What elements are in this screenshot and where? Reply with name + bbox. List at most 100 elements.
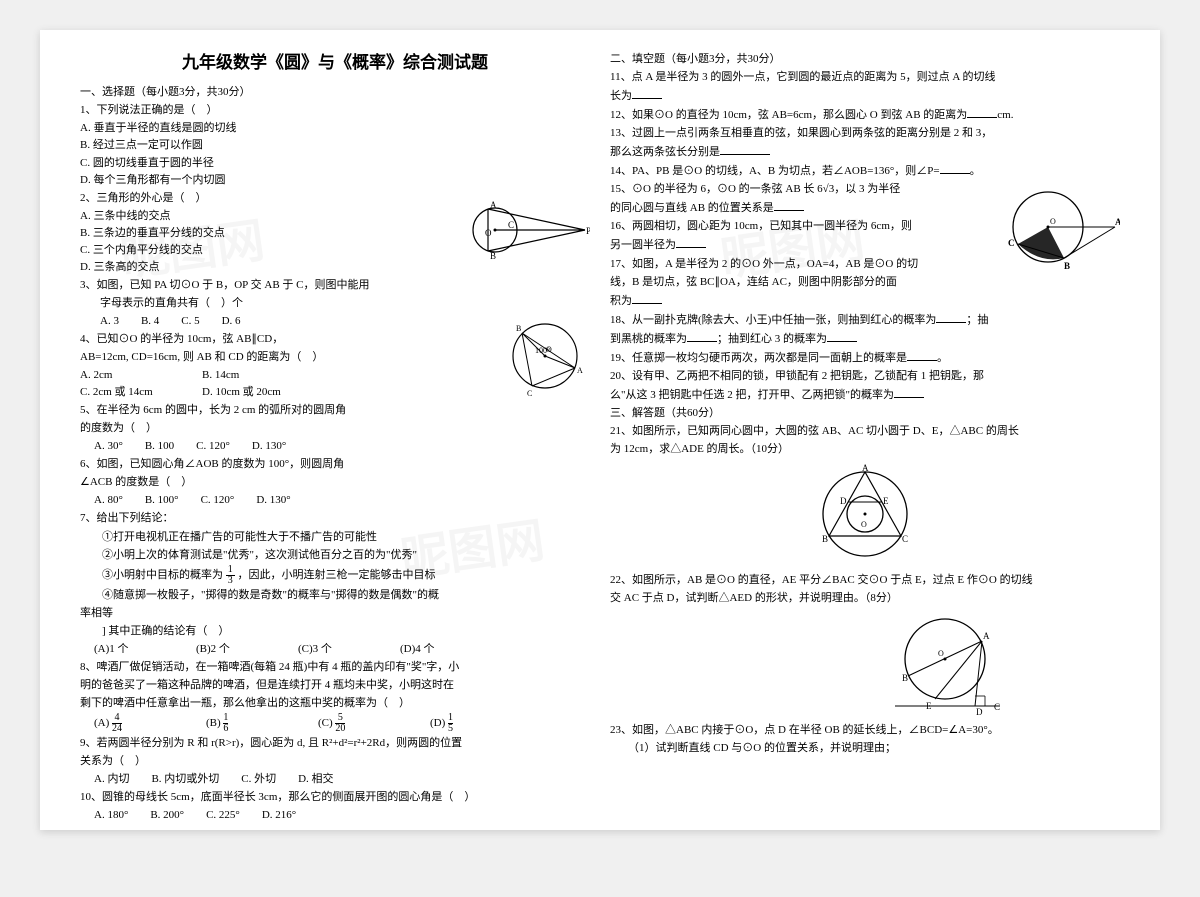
q1-opt-a: A. 垂直于半径的直线是圆的切线	[80, 120, 325, 137]
q7-2: ②小明上次的体育测试是"优秀"，这次测试他百分之百的为"优秀"	[80, 547, 590, 564]
svg-text:O: O	[546, 345, 552, 354]
q14: 14、PA、PB 是⊙O 的切线，A、B 为切点，若∠AOB=136°，则∠P=…	[610, 162, 1120, 180]
section-1-head: 一、选择题（每小题3分，共30分）	[80, 84, 590, 101]
q8-c: 剩下的啤酒中任意拿出一瓶，那么他拿出的这瓶中奖的概率为（ ）	[80, 695, 590, 712]
svg-text:B: B	[490, 251, 496, 260]
svg-text:D: D	[840, 496, 847, 506]
frac-13-num: 1	[226, 565, 235, 576]
svg-text:O: O	[938, 649, 944, 658]
q9-b: 关系为（ ）	[80, 753, 590, 770]
q23: 23、如图，△ABC 内接于⊙O，点 D 在半径 OB 的延长线上，∠BCD=∠…	[610, 722, 1120, 739]
q3: 3、如图，已知 PA 切⊙O 于 B，OP 交 AB 于 C，则图中能用	[80, 277, 590, 294]
q19-blank	[907, 349, 937, 361]
q3-diagram: A C O P B	[460, 200, 590, 260]
q17-blank	[632, 292, 662, 304]
q10: 10、圆锥的母线长 5cm，底面半径长 3cm，那么它的侧面展开图的圆心角是（ …	[80, 789, 590, 806]
q14-blank	[940, 162, 970, 174]
svg-text:O: O	[485, 228, 492, 238]
q7-opt-c: (C)3 个	[298, 641, 378, 658]
q8-opt-a: (A) 4 24	[94, 713, 184, 734]
q7-end: ] 其中正确的结论有（ ）	[80, 623, 590, 640]
svg-text:B: B	[516, 324, 521, 333]
q7: 7、给出下列结论：	[80, 510, 590, 527]
q7-3: ③小明射中目标的概率为 1 3 ，因此，小明连射三枪一定能够击中目标	[80, 565, 590, 586]
svg-text:C: C	[902, 534, 908, 544]
q7-4: ④随意掷一枚骰子，"掷得的数是奇数"的概率与"掷得的数是偶数"的概	[80, 587, 590, 604]
section-2-head: 二、填空题（每小题3分，共30分）	[610, 51, 1120, 68]
q18: 18、从一副扑克牌(除去大、小王)中任抽一张，则抽到红心的概率为；抽	[610, 311, 1120, 329]
q7-opt-b: (B)2 个	[196, 641, 276, 658]
q1-opt-b: B. 经过三点一定可以作圆	[80, 137, 325, 154]
q7-3b: ，因此，小明连射三枪一定能够击中目标	[238, 569, 436, 581]
q5: 5、在半径为 6cm 的圆中，长为 2 cm 的弧所对的圆周角	[80, 402, 590, 419]
q21: 21、如图所示，已知两同心圆中，大圆的弦 AB、AC 切小圆于 D、E，△ABC…	[610, 423, 1120, 440]
svg-text:P: P	[586, 226, 590, 236]
q12-blank	[967, 106, 997, 118]
q18-blank1	[936, 311, 966, 323]
svg-text:A: A	[490, 200, 497, 210]
q21-diagram: A B C D E O	[810, 464, 920, 564]
q17-diagram: O A B C	[1000, 182, 1120, 277]
q5-line2: 的度数为（ ）	[80, 420, 590, 437]
q5-opts: A. 30° B. 100 C. 120° D. 130°	[80, 438, 590, 455]
svg-text:O: O	[1050, 217, 1056, 226]
q11: 11、点 A 是半径为 3 的圆外一点，它到圆的最近点的距离为 5，则过点 A …	[610, 69, 1120, 86]
svg-text:O: O	[861, 520, 867, 529]
q4-opt-c: C. 2cm 或 14cm	[80, 384, 180, 401]
q9-opts: A. 内切 B. 内切或外切 C. 外切 D. 相交	[80, 771, 590, 788]
svg-text:A: A	[983, 631, 990, 641]
q20: 20、设有甲、乙两把不相同的锁，甲锁配有 2 把钥匙，乙锁配有 1 把钥匙，那	[610, 368, 1120, 385]
q18-c: 到黑桃的概率为；抽到红心 3 的概率为	[610, 330, 1120, 348]
q18-blank2	[687, 330, 717, 342]
svg-text:B: B	[902, 673, 908, 683]
svg-text:E: E	[926, 701, 932, 711]
svg-text:A: A	[1115, 217, 1120, 227]
q4-opt-b: B. 14cm	[202, 367, 239, 384]
q22-b: 交 AC 于点 D，试判断△AED 的形状，并说明理由。（8分）	[610, 590, 1120, 607]
q11-blank	[632, 87, 662, 99]
q11-b: 长为	[610, 87, 1120, 105]
q3-line2: 字母表示的直角共有（ ）个	[80, 295, 590, 312]
q7-opt-d: (D)4 个	[400, 641, 435, 658]
svg-text:A: A	[577, 366, 583, 375]
q17-c: 积为	[610, 292, 1120, 310]
q7-3a: ③小明射中目标的概率为	[102, 569, 223, 581]
section-3-head: 三、解答题（共60分）	[610, 405, 1120, 422]
q6-line2: ∠ACB 的度数是（ ）	[80, 474, 590, 491]
q4-opt-d: D. 10cm 或 20cm	[202, 384, 281, 401]
q9: 9、若两圆半径分别为 R 和 r(R>r)，圆心距为 d, 且 R²+d²=r²…	[80, 735, 590, 752]
q13-blank	[720, 143, 770, 155]
svg-text:C: C	[994, 702, 1000, 712]
q7-4b: 率相等	[80, 605, 590, 622]
q20-b: 么"从这 3 把钥匙中任选 2 把，打开甲、乙两把锁"的概率为	[610, 386, 1120, 404]
svg-text:B: B	[1064, 261, 1070, 271]
q2-opt-b: B. 三条边的垂直平分线的交点	[80, 225, 325, 242]
svg-text:D: D	[976, 707, 983, 716]
q15-blank	[774, 199, 804, 211]
exam-title: 九年级数学《圆》与《概率》综合测试题	[80, 50, 590, 76]
svg-text:E: E	[883, 496, 889, 506]
q8-opt-b: (B) 1 6	[206, 713, 296, 734]
q8-b: 明的爸爸买了一箱这种品牌的啤酒，但是连续打开 4 瓶均未中奖，小明这时在	[80, 677, 590, 694]
q21-b: 为 12cm，求△ADE 的周长。（10分）	[610, 441, 1120, 458]
frac-13-den: 3	[226, 576, 235, 586]
q8: 8、啤酒厂做促销活动，在一箱啤酒(每箱 24 瓶)中有 4 瓶的盖内印有"奖"字…	[80, 659, 590, 676]
q23-b: （1）试判断直线 CD 与⊙O 的位置关系，并说明理由；	[610, 740, 1120, 757]
q2-opt-c: C. 三个内角平分线的交点	[80, 242, 325, 259]
q7-opt-a: (A)1 个	[94, 641, 174, 658]
svg-text:C: C	[1008, 238, 1015, 248]
q2-opt-a: A. 三条中线的交点	[80, 208, 325, 225]
q1-opt-c: C. 圆的切线垂直于圆的半径	[80, 155, 325, 172]
right-column: 二、填空题（每小题3分，共30分） 11、点 A 是半径为 3 的圆外一点，它到…	[600, 50, 1130, 810]
left-column: 九年级数学《圆》与《概率》综合测试题 一、选择题（每小题3分，共30分） 1、下…	[70, 50, 600, 810]
q1: 1、下列说法正确的是（ ）	[80, 102, 590, 119]
q13-b: 那么这两条弦长分别是	[610, 143, 1120, 161]
q6-diagram: 100° O B A C	[500, 318, 590, 403]
q8-opt-c: (C) 5 20	[318, 713, 408, 734]
q8-opt-d: (D) 1 5	[430, 713, 453, 734]
q10-opts: A. 180° B. 200° C. 225° D. 216°	[80, 807, 590, 824]
q6: 6、如图，已知圆心角∠AOB 的度数为 100°，则圆周角	[80, 456, 590, 473]
q16-blank	[676, 236, 706, 248]
q22: 22、如图所示，AB 是⊙O 的直径，AE 平分∠BAC 交⊙O 于点 E，过点…	[610, 572, 1120, 589]
q4-opt-a: A. 2cm	[80, 367, 180, 384]
